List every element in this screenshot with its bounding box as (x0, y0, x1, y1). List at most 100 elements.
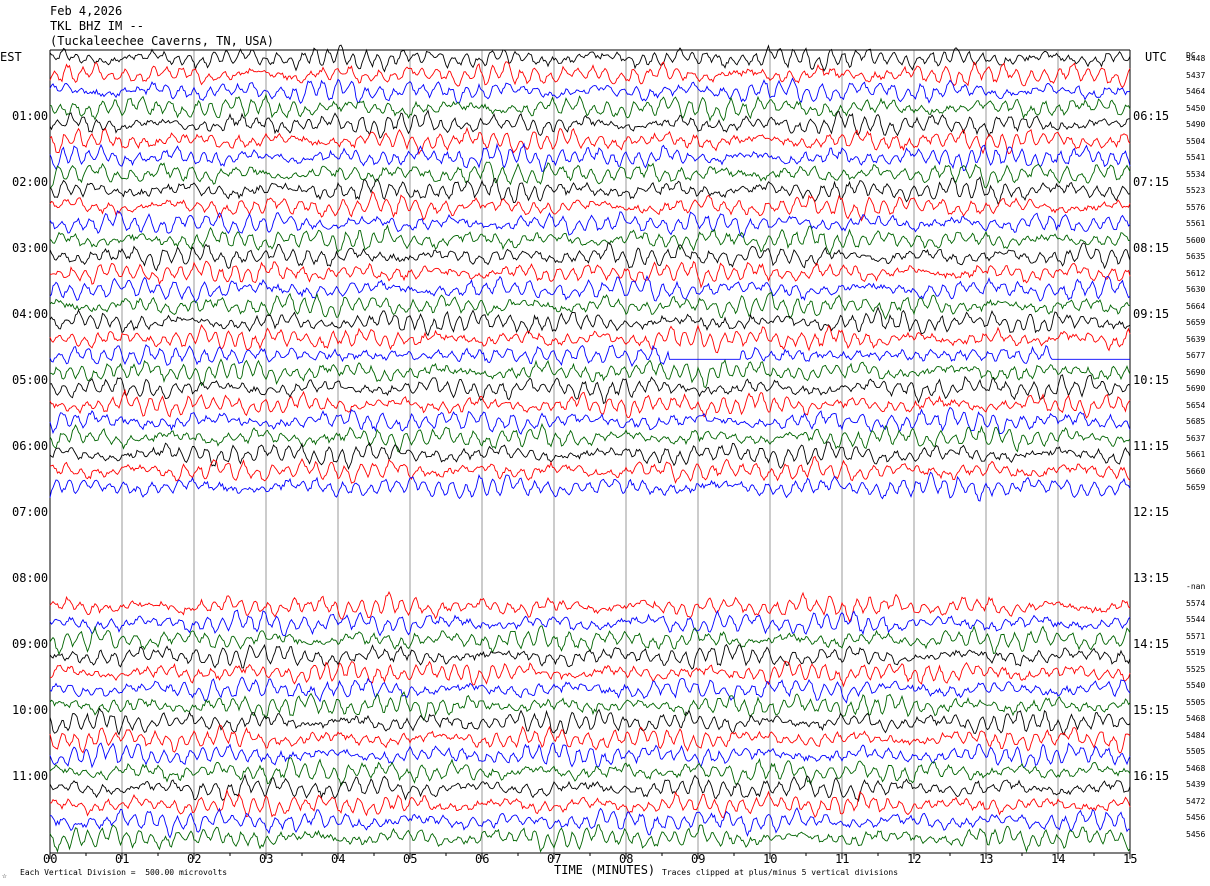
dc-value: 5600 (1186, 235, 1206, 245)
trace-line-37 (49, 660, 1131, 688)
x-tick-label: 08 (619, 852, 634, 866)
left-hour-label: 01:00 (12, 109, 49, 123)
dc-value: 5576 (1186, 202, 1206, 212)
dc-value: 5630 (1186, 285, 1206, 294)
trace-line-0 (49, 44, 1131, 73)
left-hour-label: 10:00 (12, 703, 49, 717)
trace-line-10 (49, 210, 1131, 238)
trace-line-33 (49, 591, 1131, 623)
trace-line-25 (49, 455, 1131, 485)
trace-line-41 (49, 724, 1131, 754)
trace-line-9 (49, 191, 1131, 222)
dc-value: 5664 (1186, 301, 1206, 311)
dc-value: 5690 (1186, 367, 1206, 377)
dc-value: 5571 (1186, 631, 1206, 641)
trace-line-44 (49, 773, 1131, 803)
x-tick-label: 03 (259, 852, 274, 866)
dc-value: 5612 (1186, 268, 1206, 278)
dc-column-title: DC (1186, 51, 1196, 60)
x-tick-label: 15 (1123, 852, 1138, 866)
dc-value: 5468 (1186, 714, 1206, 723)
dc-value: 5639 (1186, 334, 1206, 344)
dc-value: 5544 (1186, 615, 1206, 624)
left-hour-label: 11:00 (12, 769, 49, 783)
dc-value: 5534 (1186, 169, 1206, 179)
dc-value: 5659 (1186, 318, 1206, 327)
left-hour-label: 05:00 (12, 373, 49, 387)
left-axis-title: EST (0, 50, 22, 64)
left-hour-label: 04:00 (12, 307, 49, 321)
dc-value: 5525 (1186, 664, 1206, 674)
trace-line-7 (49, 161, 1131, 190)
dc-value: 5690 (1186, 384, 1206, 393)
header-date: Feb 4,2026 (50, 4, 123, 18)
x-tick-label: 13 (979, 852, 994, 866)
dc-value: 5505 (1186, 697, 1206, 707)
header-location: (Tuckaleechee Caverns, TN, USA) (50, 34, 274, 48)
dc-value: 5635 (1186, 252, 1206, 261)
trace-line-23 (49, 422, 1131, 453)
x-tick-label: 02 (187, 852, 202, 866)
trace-line-1 (49, 61, 1131, 89)
trace-line-2 (49, 77, 1131, 104)
trace-line-26 (49, 471, 1131, 502)
x-tick-label: 00 (43, 852, 58, 866)
right-hour-label: 14:15 (1133, 637, 1170, 651)
trace-line-43 (49, 757, 1131, 787)
trace-line-38 (49, 676, 1131, 704)
right-hour-label: 09:15 (1133, 307, 1170, 321)
left-hour-label: 08:00 (12, 571, 49, 585)
trace-line-11 (49, 224, 1130, 256)
dc-value: 5472 (1186, 796, 1206, 806)
right-hour-label: 07:15 (1133, 175, 1170, 189)
x-axis-label: TIME (MINUTES) (554, 863, 656, 877)
dc-value: 5661 (1186, 450, 1206, 459)
dc-value: 5659 (1186, 483, 1206, 492)
trace-line-6 (49, 142, 1131, 172)
right-axis-title: UTC (1145, 50, 1167, 64)
dc-value: 5685 (1186, 417, 1206, 426)
trace-line-20 (49, 374, 1131, 405)
trace-line-47 (49, 824, 1131, 853)
dc-value: 5468 (1186, 763, 1206, 773)
trace-line-5 (49, 126, 1131, 156)
trace-line-4 (49, 109, 1130, 139)
right-hour-label: 16:15 (1133, 769, 1170, 783)
dc-value: -nan (1186, 582, 1206, 591)
dc-value: 5456 (1186, 829, 1206, 839)
x-tick-label: 10 (763, 852, 778, 866)
trace-line-14 (49, 275, 1131, 304)
x-tick-label: 06 (475, 852, 490, 866)
trace-line-15 (49, 291, 1131, 321)
trace-line-42 (49, 742, 1131, 769)
trace-line-12 (49, 242, 1131, 272)
dc-value: 5464 (1186, 87, 1206, 96)
trace-line-36 (49, 643, 1131, 670)
dc-value: 5637 (1186, 433, 1206, 443)
left-hour-label: 07:00 (12, 505, 49, 519)
dc-value: 5456 (1186, 813, 1206, 822)
x-tick-label: 07 (547, 852, 562, 866)
corner-mark: ☆ (2, 871, 7, 880)
right-hour-label: 13:15 (1133, 571, 1170, 585)
dc-value: 5490 (1186, 120, 1206, 129)
trace-line-24 (49, 441, 1131, 470)
right-hour-label: 10:15 (1133, 373, 1170, 387)
trace-line-3 (49, 93, 1131, 123)
dc-value: 5519 (1186, 648, 1206, 657)
dc-value: 5484 (1186, 730, 1206, 740)
dc-value: 5505 (1186, 747, 1206, 756)
right-hour-label: 11:15 (1133, 439, 1170, 453)
clip-note: Traces clipped at plus/minus 5 vertical … (662, 868, 899, 877)
trace-line-17 (49, 324, 1131, 354)
right-hour-label: 12:15 (1133, 505, 1170, 519)
dc-value: 5448 (1186, 54, 1206, 63)
dc-value: 5654 (1186, 400, 1206, 410)
x-tick-label: 04 (331, 852, 346, 866)
x-tick-label: 12 (907, 852, 922, 866)
dc-value: 5660 (1186, 466, 1206, 476)
trace-line-16 (49, 306, 1131, 337)
x-tick-label: 05 (403, 852, 418, 866)
right-hour-label: 06:15 (1133, 109, 1170, 123)
